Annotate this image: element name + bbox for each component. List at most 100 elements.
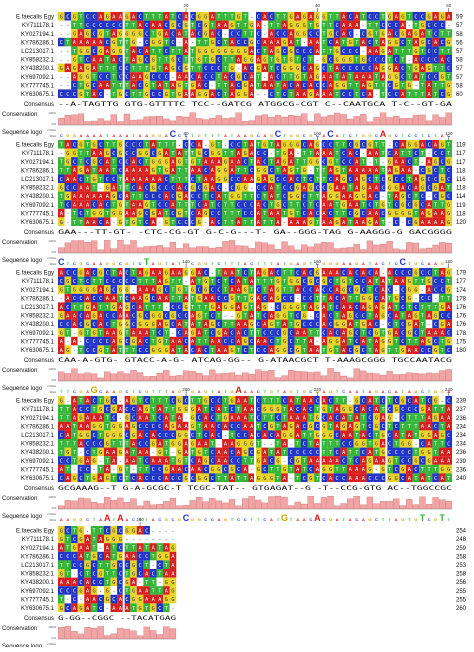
alignment-base-letter: C — [244, 40, 247, 46]
sequence-logo-letter: A — [263, 133, 266, 138]
sequence-logo-letter: G — [230, 389, 233, 394]
alignment-base-letter: T — [125, 40, 128, 46]
sequence-logo-letter: A — [349, 389, 352, 394]
alignment-base-letter: C — [125, 92, 128, 98]
alignment-base-letter: G — [362, 177, 365, 183]
alignment-base-letter: C — [257, 14, 260, 20]
sequence-name-label: KY711178.1 — [22, 407, 55, 413]
alignment-base-letter: G — [230, 66, 233, 72]
alignment-base-letter: T — [381, 168, 384, 174]
conservation-bar — [163, 119, 169, 125]
consensus-label: Consensus — [24, 230, 54, 236]
conservation-bar — [406, 118, 412, 125]
alignment-base-letter: G — [217, 331, 220, 337]
alignment-base-letter: C — [158, 75, 161, 81]
sequence-name-label: KY697092.1 — [21, 75, 55, 81]
alignment-base-letter: T — [165, 441, 168, 447]
alignment-base-letter: G — [381, 32, 384, 38]
alignment-base-letter: C — [145, 398, 148, 404]
conservation-bar — [354, 244, 360, 253]
conservation-bar — [433, 115, 439, 125]
alignment-base-letter: T — [414, 279, 417, 285]
consensus-sequence: --A-TAGTTG GTG-GTTTTC TCC--GATCG ATGGCG-… — [58, 100, 452, 108]
alignment-base-letter: C — [158, 185, 161, 191]
alignment-base-letter: G — [316, 23, 319, 29]
conservation-bar — [387, 371, 393, 381]
conservation-bar — [347, 247, 353, 253]
alignment-base-letter: C — [204, 83, 207, 89]
alignment-base-letter: T — [73, 49, 76, 55]
conservation-bar — [236, 113, 242, 125]
alignment-base-letter: G — [296, 185, 299, 191]
alignment-group-separator — [385, 268, 387, 354]
alignment-base-letter: G — [230, 305, 233, 311]
alignment-base-letter: C — [257, 49, 260, 55]
alignment-base-letter: G — [250, 441, 253, 447]
alignment-base-letter: C — [79, 322, 82, 328]
alignment-base-letter: T — [349, 416, 352, 422]
alignment-base-letter: G — [132, 398, 135, 404]
alignment-base-letter: T — [250, 305, 253, 311]
alignment-base-letter: C — [257, 185, 260, 191]
alignment-base-letter: G — [178, 160, 181, 166]
alignment-gap-dash: - — [119, 459, 122, 465]
sequence-name-label: KY438200.1 — [21, 66, 55, 72]
sequence-logo-letter: G — [191, 389, 194, 394]
conservation-bar — [150, 376, 156, 381]
alignment-base-letter: T — [139, 194, 142, 200]
alignment-base-letter: T — [165, 331, 168, 337]
alignment-base-letter: T — [414, 92, 417, 98]
alignment-base-letter: G — [86, 49, 89, 55]
sequence-logo-letter: G — [329, 389, 332, 394]
alignment-base-letter: T — [198, 322, 201, 328]
alignment-group-separator — [254, 12, 256, 98]
alignment-base-letter: C — [66, 185, 69, 191]
alignment-base-letter: C — [119, 160, 122, 166]
conservation-bar — [249, 374, 255, 381]
sequence-logo-letter: G — [388, 133, 391, 138]
alignment-base-letter: C — [106, 23, 109, 29]
alignment-base-letter: G — [79, 270, 82, 276]
alignment-base-letter: T — [204, 339, 207, 345]
alignment-base-letter: T — [66, 407, 69, 413]
conservation-bar — [249, 248, 255, 253]
alignment-base-letter: G — [204, 279, 207, 285]
alignment-base-letter: T — [441, 424, 444, 430]
alignment-base-letter: T — [329, 450, 332, 456]
alignment-gap-dash: - — [401, 220, 404, 226]
alignment-base-letter: C — [145, 313, 148, 319]
alignment-base-letter: T — [322, 441, 325, 447]
alignment-base-letter: T — [270, 57, 273, 63]
alignment-base-letter: T — [276, 424, 279, 430]
alignment-base-letter: C — [329, 57, 332, 63]
alignment-base-letter: C — [375, 296, 378, 302]
alignment-base-letter: T — [290, 203, 293, 209]
alignment-base-letter: C — [132, 416, 135, 422]
alignment-gap-dash: - — [296, 151, 299, 157]
alignment-base-letter: G — [191, 270, 194, 276]
alignment-base-letter: G — [276, 288, 279, 294]
conservation-bar — [282, 117, 288, 125]
alignment-base-letter: G — [224, 168, 227, 174]
alignment-base-letter: T — [66, 416, 69, 422]
alignment-base-letter: C — [191, 220, 194, 226]
alignment-base-letter: C — [230, 279, 233, 285]
alignment-base-letter: T — [368, 288, 371, 294]
alignment-base-letter: T — [224, 322, 227, 328]
conservation-bar — [183, 117, 189, 125]
alignment-base-letter: G — [191, 407, 194, 413]
alignment-base-letter: C — [132, 151, 135, 157]
alignment-base-letter: G — [139, 151, 142, 157]
sequence-logo-label: Sequence logo — [2, 386, 43, 392]
alignment-base-letter: G — [263, 270, 266, 276]
alignment-base-letter: C — [401, 66, 404, 72]
alignment-base-letter: C — [66, 322, 69, 328]
alignment-base-letter: T — [408, 339, 411, 345]
sequence-logo-letter: C — [99, 389, 102, 394]
alignment-base-letter: C — [93, 348, 96, 354]
conservation-bar — [282, 376, 288, 381]
alignment-base-letter: T — [296, 168, 299, 174]
alignment-base-letter: T — [283, 75, 286, 81]
alignment-base-letter: C — [112, 151, 115, 157]
alignment-base-letter: C — [368, 66, 371, 72]
